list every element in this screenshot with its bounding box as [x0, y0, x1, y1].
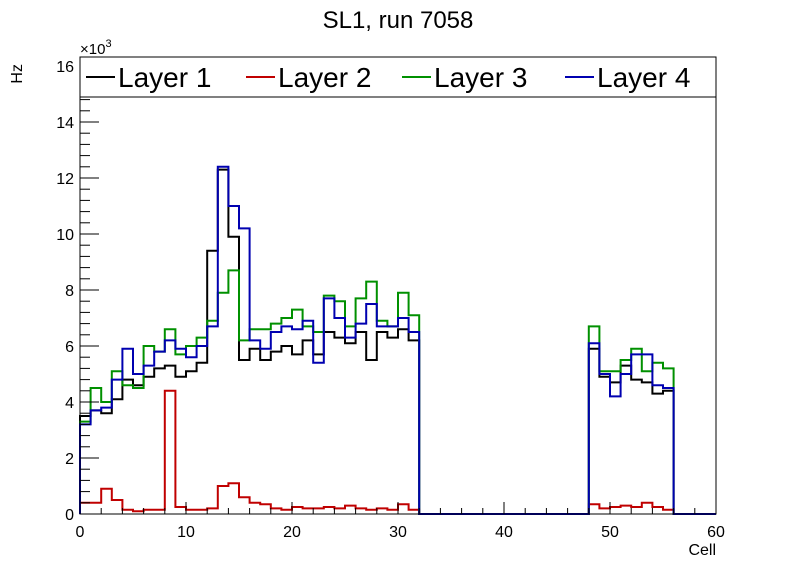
y-tick-label: 2 — [65, 451, 74, 468]
x-tick-label: 50 — [601, 524, 619, 541]
legend-label-layer-1: Layer 1 — [118, 62, 211, 93]
x-tick-label: 30 — [389, 524, 407, 541]
legend-label-layer-2: Layer 2 — [278, 62, 371, 93]
y-tick-label: 0 — [65, 507, 74, 524]
x-tick-label: 20 — [283, 524, 301, 541]
legend: Layer 1 Layer 2 Layer 3 Layer 4 — [79, 56, 717, 98]
x-tick-label: 60 — [707, 524, 725, 541]
y-tick-label: 16 — [56, 59, 74, 76]
y-axis-exponent: ×103 — [80, 38, 112, 58]
y-axis-exponent-base: ×10 — [80, 41, 105, 58]
y-tick-label: 10 — [56, 227, 74, 244]
y-axis-exponent-power: 3 — [105, 38, 111, 50]
y-tick-label: 14 — [56, 115, 74, 132]
y-tick-label: 4 — [65, 395, 74, 412]
legend-box — [79, 56, 717, 98]
series-line-layer-2 — [79, 389, 716, 515]
axes-group: 0 10 20 30 40 50 60 0 2 4 6 8 10 12 14 16 — [56, 59, 725, 541]
legend-label-layer-3: Layer 3 — [434, 62, 527, 93]
x-tick-label: 40 — [495, 524, 513, 541]
y-tick-label: 8 — [65, 283, 74, 300]
y-tick-label: 6 — [65, 339, 74, 356]
legend-label-layer-4: Layer 4 — [597, 62, 690, 93]
y-axis-label: Hz — [9, 64, 26, 84]
y-tick-label: 12 — [56, 171, 74, 188]
x-axis-label: Cell — [688, 542, 716, 559]
histogram-series-group — [79, 165, 716, 515]
chart-title: SL1, run 7058 — [323, 7, 474, 34]
series-line-layer-4 — [79, 165, 716, 515]
x-tick-label: 0 — [76, 524, 85, 541]
x-tick-label: 10 — [177, 524, 195, 541]
